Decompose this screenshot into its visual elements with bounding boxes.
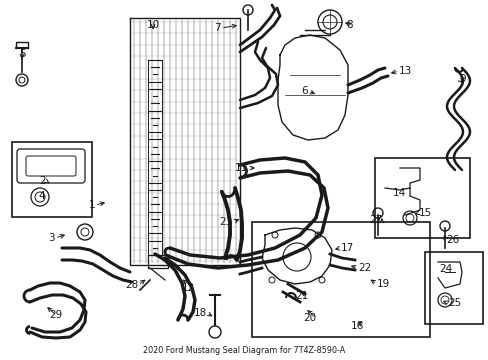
Text: 17: 17	[340, 243, 353, 253]
Text: 3: 3	[48, 233, 55, 243]
Text: 1: 1	[88, 200, 95, 210]
Text: 7: 7	[214, 23, 221, 33]
Text: 19: 19	[376, 279, 389, 289]
Text: 8: 8	[346, 20, 352, 30]
Text: 5: 5	[19, 49, 25, 59]
Text: 12: 12	[182, 283, 195, 293]
Text: 22: 22	[357, 263, 370, 273]
Bar	[424, 252, 482, 324]
Text: 23: 23	[219, 217, 232, 227]
Bar	[374, 158, 469, 238]
Text: 25: 25	[447, 298, 460, 308]
Text: 28: 28	[124, 280, 138, 290]
Text: 24: 24	[438, 264, 451, 274]
Text: 27: 27	[368, 215, 381, 225]
Text: 2020 Ford Mustang Seal Diagram for 7T4Z-8590-A: 2020 Ford Mustang Seal Diagram for 7T4Z-…	[143, 346, 345, 355]
Text: 2: 2	[40, 176, 46, 186]
Bar	[12, 142, 92, 217]
Text: 15: 15	[418, 208, 431, 218]
Text: 16: 16	[350, 321, 363, 331]
Text: 9: 9	[458, 74, 465, 84]
Text: 11: 11	[234, 163, 247, 173]
Text: 6: 6	[301, 86, 307, 96]
Text: 26: 26	[445, 235, 458, 245]
Text: 4: 4	[39, 191, 45, 201]
Text: 20: 20	[302, 313, 315, 323]
Text: 21: 21	[294, 291, 307, 301]
Text: 14: 14	[391, 188, 405, 198]
Text: 10: 10	[146, 20, 159, 30]
Text: 13: 13	[398, 66, 411, 76]
Text: 18: 18	[193, 308, 206, 318]
Text: 29: 29	[49, 310, 62, 320]
Bar	[251, 222, 429, 337]
